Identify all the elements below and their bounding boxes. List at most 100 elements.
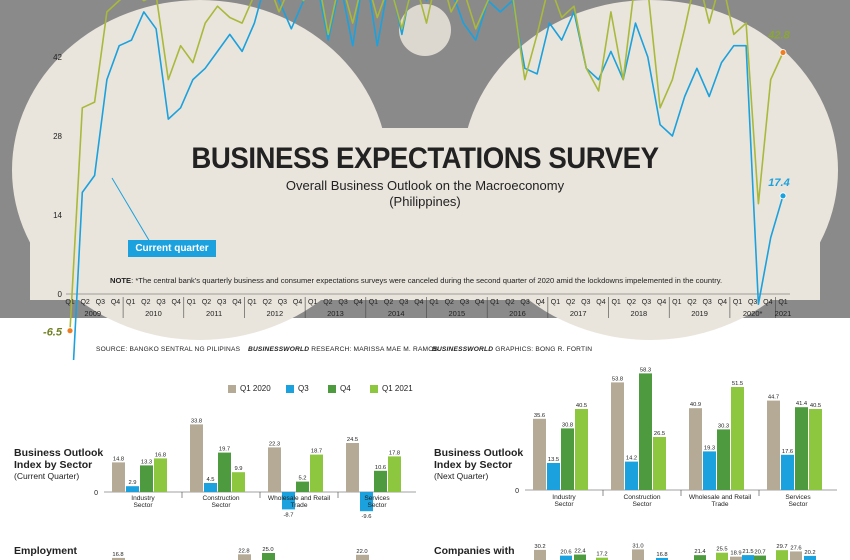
bar bbox=[356, 554, 369, 560]
bar-value-label: 18.7 bbox=[311, 449, 322, 455]
quarter-tick-label: Q3 bbox=[642, 299, 651, 306]
legend-label: Q4 bbox=[340, 384, 351, 393]
category-label: Sector bbox=[367, 502, 387, 509]
bar bbox=[140, 465, 153, 492]
legend-swatch bbox=[370, 384, 378, 393]
category-label: Trade bbox=[712, 501, 729, 508]
category-label: Sector bbox=[632, 501, 652, 508]
graphics-label: BUSINESSWORLD bbox=[432, 346, 494, 353]
bar bbox=[809, 409, 822, 490]
quarter-tick-label: Q1 bbox=[369, 299, 378, 306]
y-tick-label: 0 bbox=[58, 290, 63, 299]
bar bbox=[694, 555, 706, 560]
current-quarter-line-end-marker bbox=[779, 192, 787, 200]
current-quarter-pointer bbox=[111, 177, 151, 243]
year-tick-label: 2020* bbox=[743, 309, 763, 318]
quarter-tick-label: Q3 bbox=[96, 299, 105, 306]
legend-item: Q3 bbox=[286, 384, 309, 393]
legend-label: Q1 2021 bbox=[382, 384, 413, 393]
bar-value-label: -8.7 bbox=[284, 512, 294, 518]
bar-value-label: 26.5 bbox=[654, 431, 665, 437]
year-tick-label: 2014 bbox=[388, 309, 405, 318]
bar bbox=[703, 451, 716, 490]
bar bbox=[742, 555, 754, 560]
bar-value-label: 2.9 bbox=[128, 480, 136, 486]
bar-value-label: 13.3 bbox=[141, 459, 152, 465]
subtitle-line-1: Overall Business Outlook on the Macroeco… bbox=[285, 178, 565, 193]
y-tick-label: 28 bbox=[53, 132, 62, 141]
sector-next-heading: Business Outlook Index by Sector (Next Q… bbox=[434, 447, 534, 481]
sector-next-subtitle: (Next Quarter) bbox=[434, 471, 489, 481]
year-tick-label: 2019 bbox=[691, 309, 708, 318]
bar bbox=[754, 555, 766, 560]
quarter-tick-label: Q3 bbox=[217, 299, 226, 306]
category-label: Wholesale and Retail bbox=[268, 495, 331, 502]
note-label: NOTE bbox=[110, 276, 132, 285]
category-label: Industry bbox=[552, 494, 576, 501]
bar-value-label: 30.2 bbox=[534, 544, 545, 550]
quarter-tick-label: Q2 bbox=[141, 299, 150, 306]
quarter-tick-label: Q4 bbox=[763, 299, 772, 306]
bar-value-label: 19.3 bbox=[704, 445, 715, 451]
legend-label: Q1 2020 bbox=[240, 384, 271, 393]
quarter-tick-label: Q1 bbox=[247, 299, 256, 306]
year-tick-label: 2010 bbox=[145, 309, 162, 318]
sector-current-bar-chart: 014.82.913.316.8IndustrySector33.84.519.… bbox=[94, 418, 416, 520]
bar-value-label: 17.6 bbox=[782, 449, 793, 455]
quarter-tick-label: Q1 bbox=[490, 299, 499, 306]
legend-swatch bbox=[328, 384, 336, 393]
quarter-tick-label: Q3 bbox=[581, 299, 590, 306]
zero-tick-label: 0 bbox=[515, 488, 519, 495]
bar-value-label: 22.0 bbox=[356, 549, 367, 555]
bar bbox=[374, 470, 387, 492]
page-subtitle: Overall Business Outlook on the Macroeco… bbox=[0, 178, 850, 210]
bar bbox=[716, 552, 728, 560]
bar-value-label: 13.5 bbox=[548, 457, 559, 463]
quarter-tick-label: Q3 bbox=[156, 299, 165, 306]
quarter-tick-label: Q2 bbox=[566, 299, 575, 306]
graphics-credit: BUSINESSWORLD GRAPHICS: BONG R. FORTIN bbox=[432, 346, 592, 353]
bar-value-label: 5.2 bbox=[298, 476, 306, 482]
bar-value-label: 14.8 bbox=[113, 456, 124, 462]
category-label: Sector bbox=[211, 502, 231, 509]
bar bbox=[112, 462, 125, 492]
quarter-tick-label: Q2 bbox=[445, 299, 454, 306]
quarter-tick-label: Q1 bbox=[551, 299, 560, 306]
category-label: Sector bbox=[788, 501, 808, 508]
quarter-tick-label: Q3 bbox=[702, 299, 711, 306]
year-tick-label: 2018 bbox=[631, 309, 648, 318]
quarter-tick-label: Q1 bbox=[308, 299, 317, 306]
bar-value-label: 14.2 bbox=[626, 456, 637, 462]
quarter-tick-label: Q2 bbox=[323, 299, 332, 306]
bar-value-label: 9.9 bbox=[234, 466, 242, 472]
year-tick-label: 2015 bbox=[448, 309, 465, 318]
quarter-tick-label: Q1 bbox=[429, 299, 438, 306]
category-label: Sector bbox=[554, 501, 574, 508]
bar bbox=[310, 454, 323, 492]
bar bbox=[639, 373, 652, 490]
graphics-text: GRAPHICS: BONG R. FORTIN bbox=[493, 346, 593, 353]
bar bbox=[232, 472, 245, 492]
quarter-tick-label: Q4 bbox=[293, 299, 302, 306]
bar bbox=[388, 456, 401, 492]
category-label: Industry bbox=[131, 495, 155, 502]
bar bbox=[689, 408, 702, 490]
bar bbox=[632, 549, 644, 560]
bar bbox=[534, 549, 546, 560]
quarter-tick-label: Q2 bbox=[687, 299, 696, 306]
bar-value-label: 33.8 bbox=[191, 418, 202, 424]
category-label: Services bbox=[785, 494, 811, 501]
sector-current-heading: Business Outlook Index by Sector (Curren… bbox=[14, 447, 114, 481]
legend-item: Q1 2021 bbox=[370, 384, 413, 393]
bar-value-label: 40.9 bbox=[690, 402, 701, 408]
bar-value-label: 16.8 bbox=[112, 552, 123, 558]
quarter-tick-label: Q2 bbox=[80, 299, 89, 306]
bar bbox=[730, 556, 742, 560]
bar bbox=[204, 483, 217, 492]
bar bbox=[656, 557, 668, 560]
quarter-tick-label: Q3 bbox=[399, 299, 408, 306]
macroeconomy-line-chart: 0 14 28 42 Q1 Q2 Q3 Q4 Q1 Q2 Q3 Q4 Q1 Q2 Q3 Q4 Q1 Q2 Q3 Q4 Q… bbox=[0, 0, 850, 360]
bar-value-label: 18.9 bbox=[730, 551, 741, 557]
bar-value-label: 22.3 bbox=[269, 441, 280, 447]
